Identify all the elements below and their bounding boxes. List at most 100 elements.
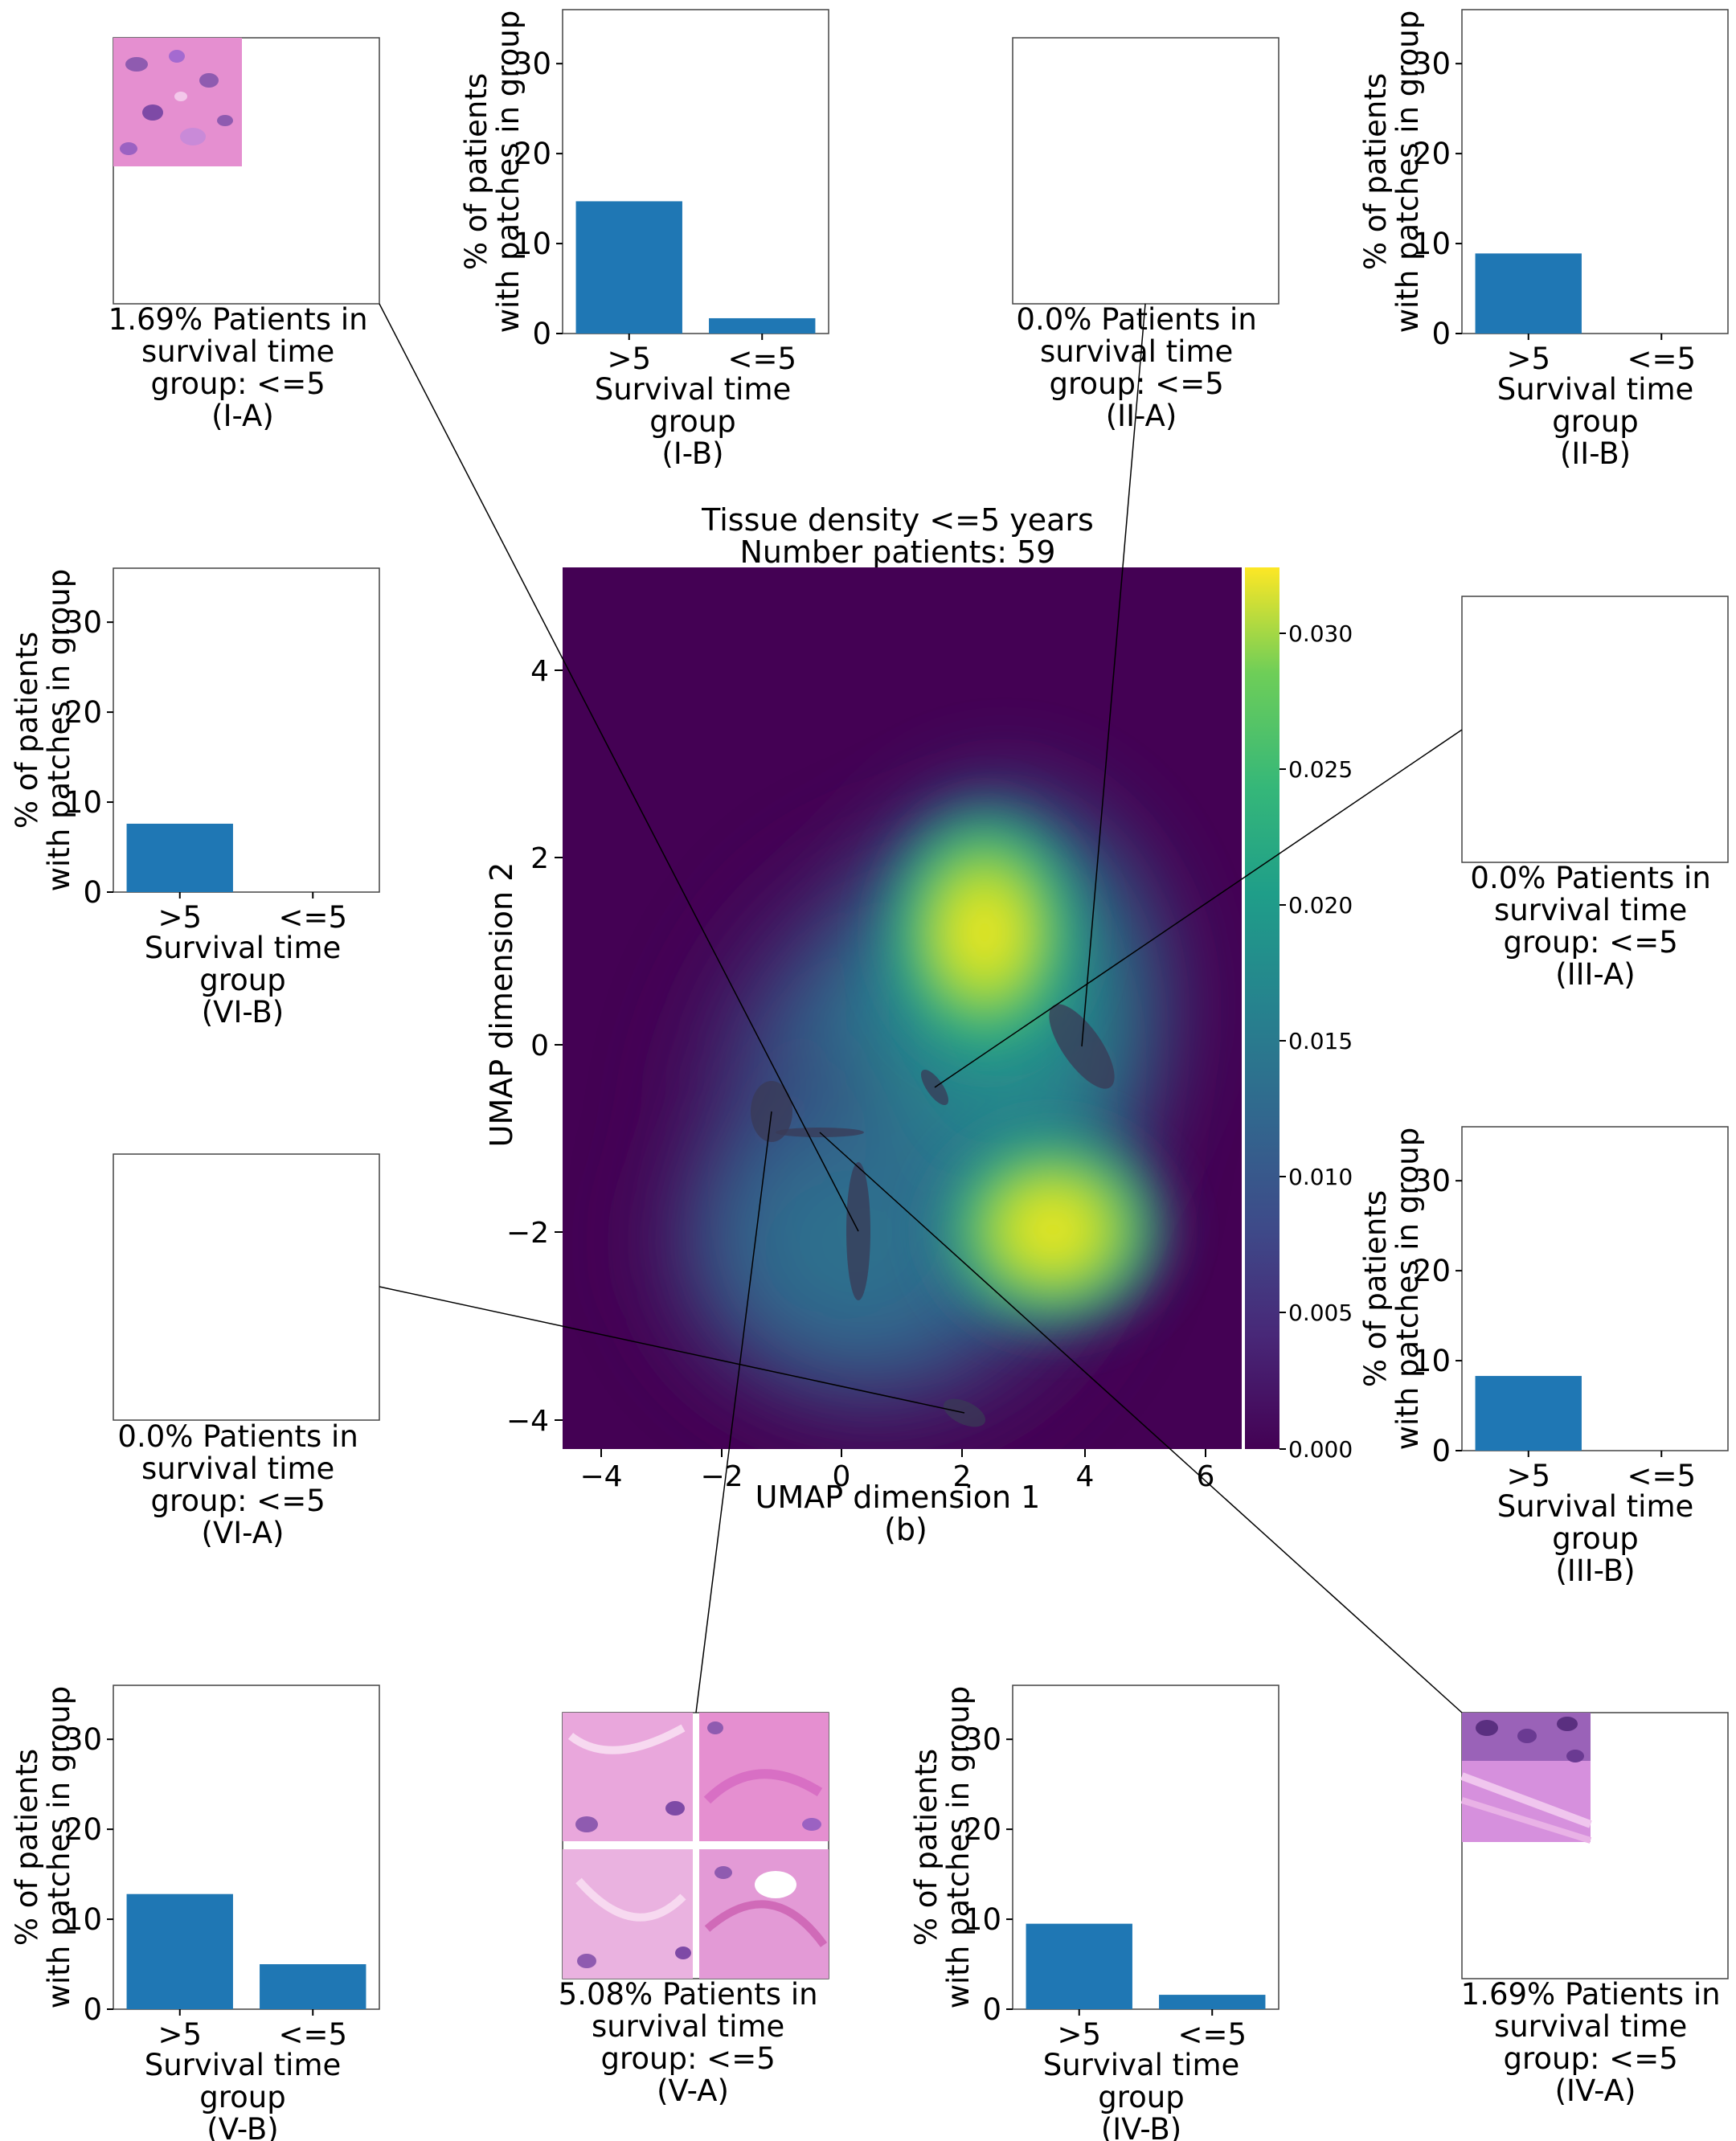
svg-text:0.0% Patients in surviva: 0.0% Patients in survival time group: <=… [117,1419,367,1550]
connector-line-vi [379,1286,965,1414]
y-axis-label-line1: % of patients [1358,73,1393,270]
y-tick-label: 30 [64,1722,102,1757]
y-axis-label-line2: with patches in group [42,1686,76,2008]
y-tick-label: 20 [1413,137,1451,171]
x-tick-label: <=5 [727,342,796,376]
colorbar-tick-label: 0.010 [1288,1164,1353,1190]
caption-line: 0.0% Patients in [117,1419,358,1454]
connector-line-iii [934,729,1463,1088]
caption-line: group: <=5 [151,1484,326,1518]
connector-line-i [379,303,859,1232]
density-heatmap [563,567,1242,1449]
caption-line: survival time [141,1451,334,1486]
connector-lines [379,303,1463,1713]
y-axis-label-line2: with patches in group [491,10,526,333]
y-tick-label: −2 [506,1217,549,1250]
bar [260,1964,366,2009]
x-axis-label-line2: group [199,963,285,997]
bar [126,823,233,892]
y-axis-label-line2: with patches in group [941,1686,976,2008]
y-tick-label: 10 [64,785,102,820]
colorbar-tick-label: 0.020 [1288,892,1353,919]
x-tick-label: <=5 [1627,342,1696,376]
x-axis-label-line1: Survival time [1043,2048,1240,2082]
caption-line: (III-A) [1555,957,1635,992]
y-tick-label: 0 [1431,317,1451,351]
tissue-patch-image [563,1713,829,1979]
bar [1475,253,1582,334]
x-axis [600,1449,1206,1457]
caption-line: group: <=5 [1504,925,1678,960]
colorbar-tick-label: 0.015 [1288,1028,1353,1054]
x-tick-label: >5 [1506,1459,1550,1493]
y-tick-label: 30 [64,605,102,640]
y-tick-label: 30 [1413,47,1451,81]
colorbar-tick-label: 0.025 [1288,756,1353,783]
x-tick-label: >5 [158,900,202,935]
x-tick-label: 0 [833,1460,851,1493]
x-tick-label: 2 [953,1460,972,1493]
bar [575,201,682,334]
caption-line: survival time [1494,893,1687,927]
caption-line: group: <=5 [601,2041,776,2076]
caption-line: survival time [1494,2009,1687,2044]
caption-line: group: <=5 [1050,366,1224,401]
tissue-patch-image [1460,1713,1592,1844]
image-panel-ii-a: 0.0% Patients in survival time group: <=… [1012,37,1279,433]
connector-line-iv [819,1132,1463,1713]
y-axis-label-line1: % of patients [10,1749,44,1946]
svg-text:1.69% Patients in surviv: 1.69% Patients in survival time group: <… [108,302,378,433]
caption-line: survival time [141,334,334,369]
panel-caption: (IV-B) [1101,2112,1181,2141]
y-tick-label: −4 [506,1405,549,1438]
y-tick-label: 10 [64,1902,102,1937]
y-axis-label-line1: % of patients [459,73,493,270]
y-tick-label: 2 [530,842,549,875]
caption-line: survival time [1040,334,1233,369]
y-tick-label: 20 [964,1812,1001,1847]
panel-label-b: (b) [884,1512,927,1547]
y-tick-label: 0 [1431,1434,1451,1468]
caption-line: (I-A) [211,399,274,433]
svg-text:0.0% Patients in surviva: 0.0% Patients in survival time group: <=… [1470,861,1720,992]
bar [1026,1923,1132,2009]
caption-line: 1.69% Patients in [108,302,368,337]
y-tick-label: 10 [1413,227,1451,261]
caption-line: survival time [592,2009,784,2044]
y-axis-label-line1: % of patients [1358,1190,1393,1387]
caption-line: (V-A) [657,2073,729,2108]
svg-text:1.69% Patients in surviv: 1.69% Patients in survival time group: <… [1461,1977,1730,2108]
image-panel-vi-a: 0.0% Patients in survival time group: <=… [113,1153,380,1550]
panel-caption: (II-B) [1560,436,1631,471]
x-axis-label-line1: Survival time [595,372,792,407]
x-tick-label: >5 [158,2017,202,2052]
y-tick-label: 0 [532,317,551,351]
x-axis-label-line1: Survival time [145,2048,342,2082]
y-tick-label: 20 [64,1812,102,1847]
caption-line: (VI-A) [202,1516,285,1550]
panel-caption: (III-B) [1555,1554,1635,1588]
x-tick-label: >5 [1057,2017,1101,2052]
y-tick-label: 0 [982,1992,1001,2027]
image-panel-iii-a: 0.0% Patients in survival time group: <=… [1461,596,1729,992]
x-axis-label-line1: Survival time [145,931,342,965]
bar [126,1893,233,2009]
caption-line: 5.08% Patients in [559,1977,818,2012]
caption-line: 1.69% Patients in [1461,1977,1721,2012]
caption-line: 0.0% Patients in [1470,861,1710,895]
connector-line-ii [1081,303,1146,1047]
image-panel-i-a: 1.69% Patients in survival time group: <… [108,37,380,433]
x-axis-label-line2: group [649,404,735,439]
y-tick-label: 0 [83,1992,102,2027]
y-axis-label-line1: % of patients [10,632,44,829]
x-tick-label: 4 [1076,1460,1095,1493]
main-plot: Tissue density <=5 years Number patients… [484,502,1353,1547]
x-tick-label: <=5 [1177,2017,1247,2052]
caption-line: 0.0% Patients in [1016,302,1256,337]
